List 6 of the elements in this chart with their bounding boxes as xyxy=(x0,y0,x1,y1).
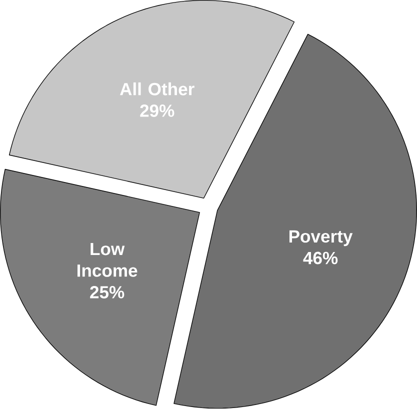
slice-label: Poverty xyxy=(289,230,353,246)
slice-label: Low Income xyxy=(77,243,138,278)
slice-label: All Other xyxy=(120,82,194,96)
data-label: 46% xyxy=(303,252,338,264)
data-label: 25% xyxy=(90,286,124,299)
data-label: 29% xyxy=(140,104,174,118)
